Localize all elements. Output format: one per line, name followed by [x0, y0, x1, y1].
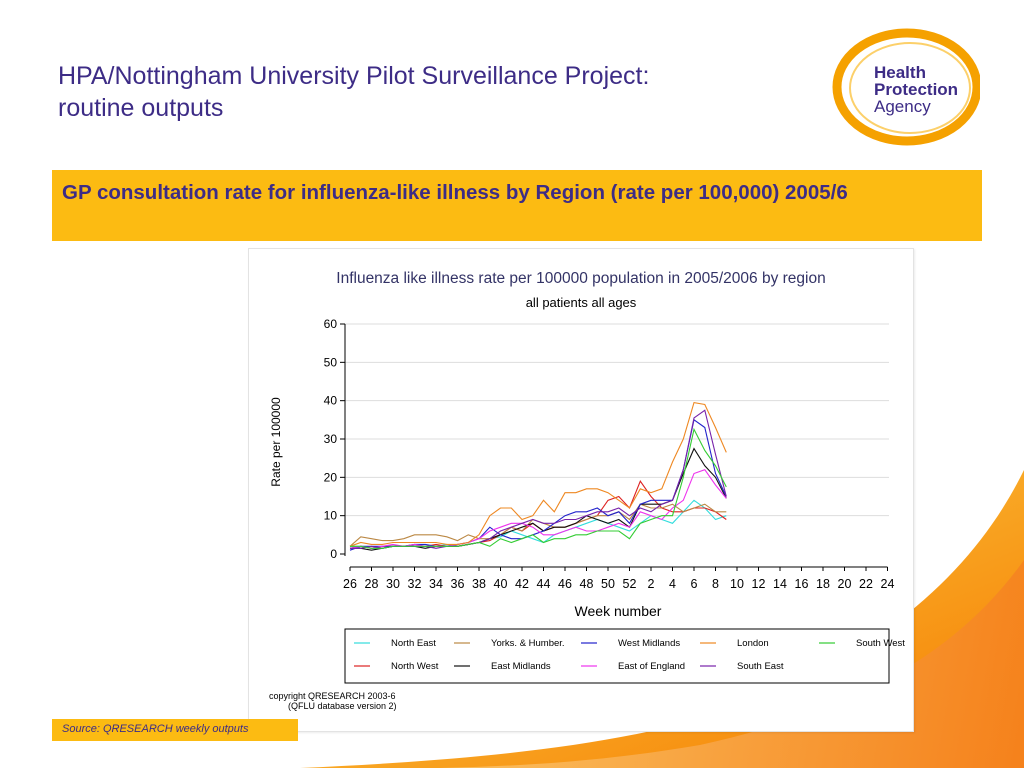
y-tick-label: 40 [324, 394, 338, 408]
legend-label: East Midlands [491, 661, 551, 672]
slide-title-line1: HPA/Nottingham University Pilot Surveill… [58, 62, 650, 90]
y-tick-label: 30 [324, 432, 338, 446]
x-tick-label: 18 [816, 577, 830, 591]
legend-box [344, 628, 890, 684]
series-line [350, 427, 727, 549]
y-tick-label: 60 [324, 317, 338, 331]
banner-text: GP consultation rate for influenza-like … [62, 181, 848, 204]
x-tick-label: 14 [773, 577, 787, 591]
slide-title: HPA/Nottingham University Pilot Surveill… [58, 60, 649, 124]
x-tick-label: 48 [580, 577, 594, 591]
legend-label: East of England [618, 661, 685, 672]
x-tick-label: 2 [648, 577, 655, 591]
chart-title: Influenza like illness rate per 100000 p… [336, 270, 825, 287]
series-line [349, 469, 727, 549]
logo-line1: Health [874, 63, 926, 82]
x-tick-label: 28 [365, 577, 379, 591]
source-text: Source: QRESEARCH weekly outputs [62, 723, 249, 735]
legend-label: North West [391, 661, 439, 672]
x-tick-label: 50 [601, 577, 615, 591]
logo-line3: Agency [874, 97, 931, 116]
slide-title-line2: routine outputs [58, 94, 224, 122]
x-tick-label: 42 [515, 577, 529, 591]
x-tick-label: 44 [537, 577, 551, 591]
x-tick-label: 36 [451, 577, 465, 591]
x-tick-label: 32 [408, 577, 422, 591]
x-tick-label: 22 [859, 577, 873, 591]
legend-label: West Midlands [618, 638, 680, 649]
y-tick-label: 20 [324, 470, 338, 484]
x-tick-label: 30 [386, 577, 400, 591]
source-box: Source: QRESEARCH weekly outputs [52, 719, 298, 741]
legend-label: Yorks. & Humber. [491, 638, 565, 649]
series-line [349, 401, 727, 547]
x-tick-label: 26 [343, 577, 357, 591]
banner: GP consultation rate for influenza-like … [52, 170, 982, 241]
x-tick-label: 24 [881, 577, 895, 591]
x-tick-label: 8 [712, 577, 719, 591]
x-tick-label: 12 [752, 577, 766, 591]
x-axis-label: Week number [575, 603, 662, 619]
chart-subtitle: all patients all ages [526, 295, 637, 310]
chart-panel: Influenza like illness rate per 100000 p… [248, 248, 914, 732]
ili-line-chart: Influenza like illness rate per 100000 p… [269, 270, 905, 711]
x-tick-label: 38 [472, 577, 486, 591]
legend-label: London [737, 638, 769, 649]
x-axis: 26 28 30 32 34 36 38 40 42 44 46 48 50 52 2 4 6 8 10 12 14 16… [343, 566, 895, 591]
x-tick-label: 20 [838, 577, 852, 591]
legend-label: South West [856, 638, 905, 649]
chart-grid [345, 323, 889, 517]
x-tick-label: 34 [429, 577, 443, 591]
y-tick-label: 10 [324, 509, 338, 523]
x-tick-label: 4 [669, 577, 676, 591]
series-line [350, 447, 727, 551]
x-tick-label: 52 [623, 577, 637, 591]
copyright-line2: (QFLU database version 2) [288, 701, 397, 711]
y-tick-label: 0 [330, 547, 337, 561]
chart-series [349, 401, 727, 551]
legend-label: North East [391, 638, 436, 649]
x-tick-label: 16 [795, 577, 809, 591]
x-tick-label: 40 [494, 577, 508, 591]
logo-line2: Protection [874, 80, 958, 99]
logo-ring [832, 28, 980, 146]
legend-label: South East [737, 661, 784, 672]
chart-legend: North East Yorks. & Humber. West Midlands L… [354, 638, 905, 672]
x-tick-label: 10 [730, 577, 744, 591]
hpa-logo: Health Protection Agency [832, 28, 980, 146]
x-tick-label: 6 [691, 577, 698, 591]
copyright-line1: copyright QRESEARCH 2003-6 [269, 691, 396, 701]
y-axis-label: Rate per 100000 [269, 397, 283, 487]
y-tick-label: 50 [324, 355, 338, 369]
x-tick-label: 46 [558, 577, 572, 591]
logo-ring-inner [849, 42, 971, 134]
y-axis: 0 10 20 30 40 50 60 [324, 317, 346, 561]
